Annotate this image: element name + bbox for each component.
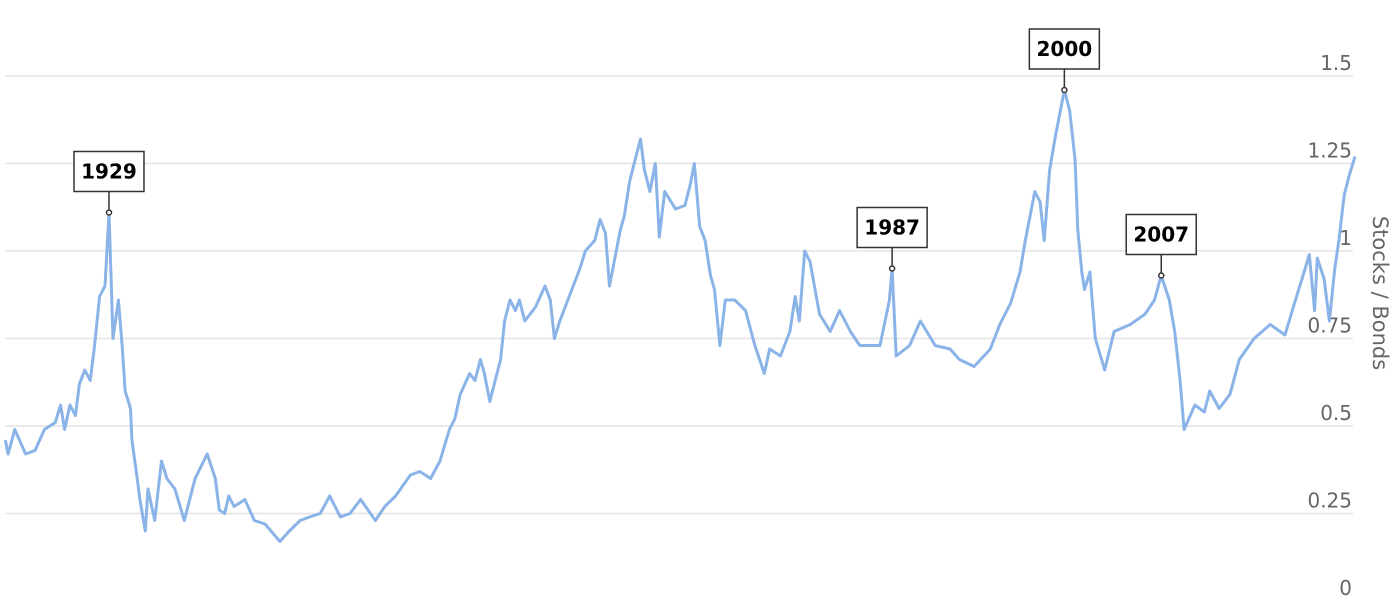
series-line [3,88,1357,543]
gridlines [5,75,1353,515]
annotation-marker [1061,86,1068,94]
y-tick-label: 0.25 [1307,489,1352,513]
annotation-label: 2000 [1037,37,1093,61]
annotation-label: 1929 [81,160,137,184]
annotation-2007: 2007 [1125,213,1197,279]
annotation-box [856,206,928,249]
annotation-box [1125,213,1197,256]
annotation-1987: 1987 [856,206,928,272]
annotation-marker [888,265,896,272]
annotation-box [1028,28,1101,70]
y-axis-label: Stocks / Bonds [1368,216,1392,370]
annotations: 1929 1987 2000 2007 [73,28,1197,279]
annotation-box [73,150,145,193]
annotation-marker [105,209,113,216]
annotation-marker [1157,272,1165,279]
y-tick-label: 1 [1339,226,1352,250]
annotation-label: 2007 [1133,223,1189,247]
y-tick-label: 0.5 [1320,401,1352,425]
y-tick-label: 1.5 [1320,51,1352,75]
y-tick-label: 1.25 [1307,139,1352,163]
y-tick-label: 0 [1339,576,1352,600]
annotation-1929: 1929 [73,150,145,216]
annotation-2000: 2000 [1028,28,1101,94]
annotation-label: 1987 [864,216,920,240]
